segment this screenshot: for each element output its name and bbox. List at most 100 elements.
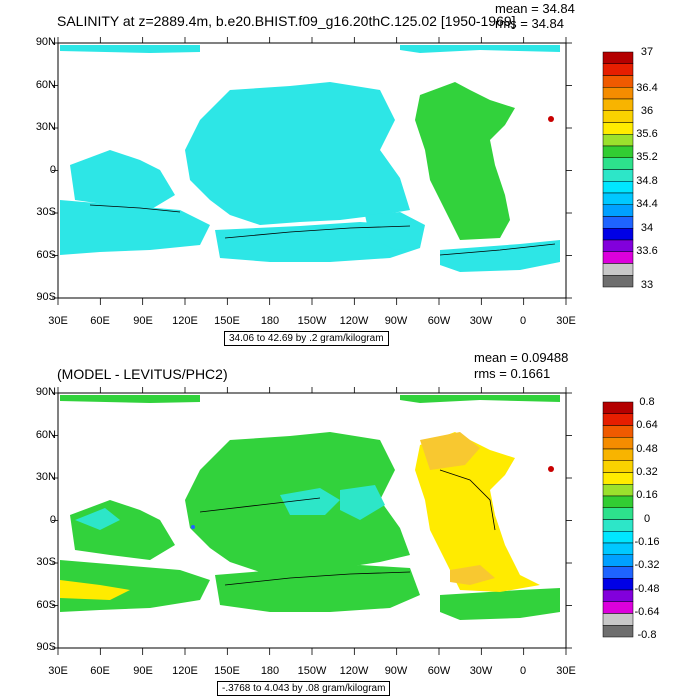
colorbar-swatch xyxy=(602,263,634,276)
panel1-lon-0: 0 xyxy=(519,315,527,327)
panel1-lon-120e: 120E xyxy=(172,315,198,327)
panel2-cb-label: 0 xyxy=(643,513,651,525)
axis-ticks xyxy=(52,37,572,655)
panel1-arctic-ocean-east xyxy=(400,45,560,53)
panel2-lat-90n: 90N xyxy=(35,386,56,398)
panel2-south-atlantic-warm xyxy=(450,565,495,585)
panel1-colorbar xyxy=(602,51,634,288)
panel1-arctic-ocean xyxy=(60,45,200,53)
panel2-footer: -.3768 to 4.043 by .08 gram/kilogram xyxy=(217,681,391,696)
panel2-lon-120e: 120E xyxy=(172,665,198,677)
panel1-lon-90w: 90W xyxy=(384,315,408,327)
panel1-lat-60n: 60N xyxy=(35,79,56,91)
panel1-se-pacific xyxy=(365,212,425,250)
panel2-lon-90e: 90E xyxy=(133,665,153,677)
panel2-contour xyxy=(224,571,411,586)
panel1-lat-90s: 90S xyxy=(36,291,56,303)
panel2-lon-120w: 120W xyxy=(339,665,369,677)
panel1-map xyxy=(58,43,566,298)
panel1-lat-60s: 60S xyxy=(36,249,56,261)
panel2-map xyxy=(58,393,566,648)
panel1-cb-label: 36 xyxy=(640,105,654,117)
panel1-indian-south xyxy=(60,200,210,255)
panel2-lon-150w: 150W xyxy=(297,665,327,677)
panel2-cb-label: -0.48 xyxy=(634,583,660,595)
panel1-cb-label: 33.6 xyxy=(636,245,658,257)
panel1-lat-30n: 30N xyxy=(35,121,56,133)
colorbar-swatch xyxy=(602,63,634,76)
panel2-lon-30e-right: 30E xyxy=(556,665,576,677)
panel1-southern-ocean-atl xyxy=(440,240,560,272)
panel1-lon-30w: 30W xyxy=(469,315,493,327)
panel1-lon-150e: 150E xyxy=(214,315,240,327)
panel2-lon-180: 180 xyxy=(260,665,280,677)
panel2-colorbar xyxy=(602,401,634,638)
panel2-indian-warm-band xyxy=(60,580,130,600)
panel1-lon-30e: 30E xyxy=(48,315,68,327)
panel1-cb-label: 34 xyxy=(640,222,654,234)
panel2-lat-30s: 30S xyxy=(36,556,56,568)
panel2-southern-ocean xyxy=(215,565,420,612)
panel2-lon-150e: 150E xyxy=(214,665,240,677)
panel2-cb-label: -0.16 xyxy=(634,536,660,548)
panel1-lat-90n: 90N xyxy=(35,36,56,48)
panel2-lon-60e: 60E xyxy=(90,665,110,677)
panel2-cb-label: 0.64 xyxy=(636,419,658,431)
panel1-cb-label: 34.4 xyxy=(636,198,658,210)
panel2-lat-90s: 90S xyxy=(36,641,56,653)
panel1-rms: rms = 34.84 xyxy=(495,16,565,31)
panel2-mediterranean-spot xyxy=(548,466,554,472)
panel1-lon-30e-right: 30E xyxy=(556,315,576,327)
panel1-contour xyxy=(224,225,411,239)
panel2-arctic-ocean xyxy=(60,395,200,403)
panel2-indian-cool-patch xyxy=(75,508,120,530)
panel1-contour-3 xyxy=(439,243,556,256)
panel2-mean: mean = 0.09488 xyxy=(474,350,569,365)
panel2-contour-2 xyxy=(199,497,321,513)
panel2-cold-spot xyxy=(191,525,195,529)
panel2-lon-30e: 30E xyxy=(48,665,68,677)
panel1-lat-0: 0 xyxy=(49,164,56,176)
panel1-cb-label: 35.2 xyxy=(636,151,658,163)
panel1-cb-label: 35.6 xyxy=(636,128,658,140)
panel2-cb-label: 0.8 xyxy=(639,396,655,408)
panel2-pacific-cool-patch-2 xyxy=(340,485,385,520)
panel1-cb-label: 37 xyxy=(640,46,654,58)
panel1-mediterranean-spot xyxy=(548,116,554,122)
panel1-lon-120w: 120W xyxy=(339,315,369,327)
panel1-lon-60w: 60W xyxy=(427,315,451,327)
panel2-lat-0: 0 xyxy=(49,514,56,526)
panel2-cb-label: 0.16 xyxy=(636,489,658,501)
panel1-lat-30s: 30S xyxy=(36,206,56,218)
panel2-lon-60w: 60W xyxy=(427,665,451,677)
panel2-lon-90w: 90W xyxy=(384,665,408,677)
panel2-lon-30w: 30W xyxy=(469,665,493,677)
panel2-lat-30n: 30N xyxy=(35,471,56,483)
panel1-cb-label: 33 xyxy=(640,279,654,291)
panel1-atlantic xyxy=(415,82,515,240)
panel1-lon-180: 180 xyxy=(260,315,280,327)
panel2-lat-60s: 60S xyxy=(36,599,56,611)
panel2-arctic-ocean-east xyxy=(400,395,560,403)
panel2-title: (MODEL - LEVITUS/PHC2) xyxy=(57,366,228,382)
panel2-lat-60n: 60N xyxy=(35,429,56,441)
panel1-lon-90e: 90E xyxy=(133,315,153,327)
panel1-footer: 34.06 to 42.69 by .2 gram/kilogram xyxy=(224,331,389,346)
panel1-cb-label: 36.4 xyxy=(636,82,658,94)
panel2-cb-label: -0.8 xyxy=(637,629,657,641)
panel1-indian-ocean xyxy=(70,150,175,210)
panel1-pacific xyxy=(185,82,410,225)
panel2-north-atlantic-warm xyxy=(420,432,480,470)
panel1-lon-150w: 150W xyxy=(297,315,327,327)
panel2-pacific-cool-patch xyxy=(280,488,340,515)
panel2-cb-label: -0.32 xyxy=(634,559,660,571)
panel1-title: SALINITY at z=2889.4m, b.e20.BHIST.f09_g… xyxy=(57,13,516,29)
panel2-southern-ocean-atl xyxy=(440,588,560,620)
panel2-cb-label: 0.48 xyxy=(636,443,658,455)
panel1-mean: mean = 34.84 xyxy=(495,1,575,16)
panel1-cb-label: 34.8 xyxy=(636,175,658,187)
panel2-cb-label: 0.32 xyxy=(636,466,658,478)
panel1-contour-2 xyxy=(89,204,181,213)
panel2-cb-label: -0.64 xyxy=(634,606,660,618)
